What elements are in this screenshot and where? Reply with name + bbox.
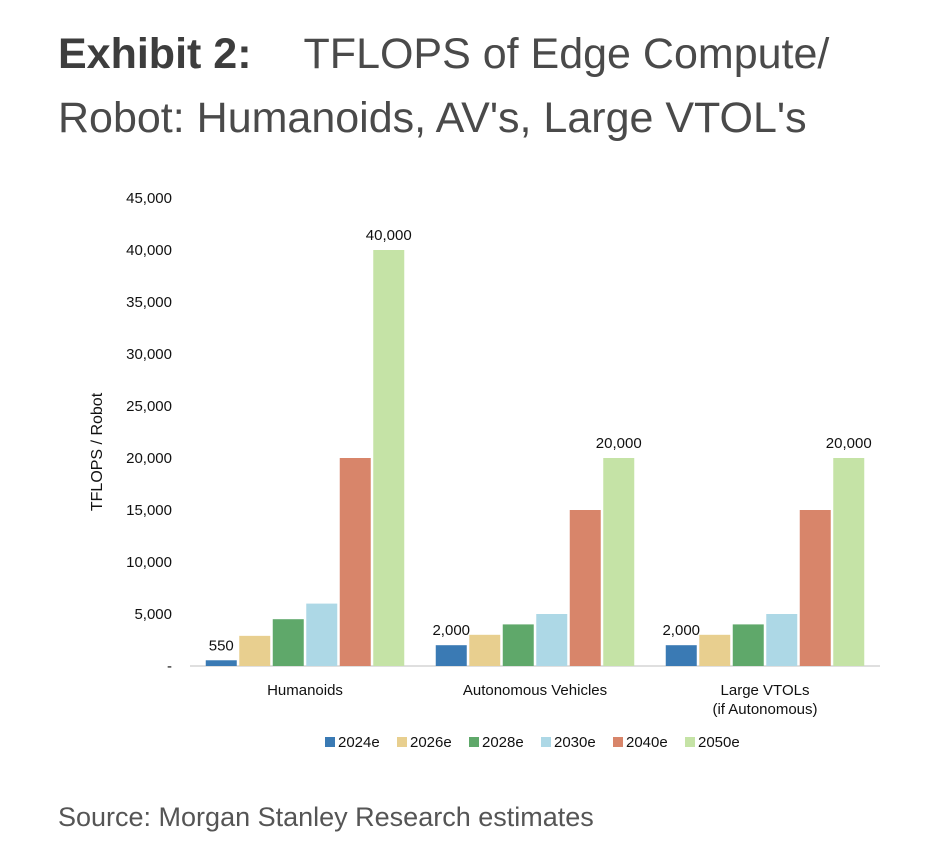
bar-2028e-1 — [502, 624, 534, 666]
legend-label-2028e: 2028e — [482, 734, 524, 751]
data-label: 40,000 — [366, 227, 412, 244]
legend-swatch-2028e — [469, 737, 479, 747]
legend-swatch-2030e — [541, 737, 551, 747]
bar-2028e-0 — [272, 619, 304, 666]
bar-chart: - 5,000 10,000 15,000 20,000 25,000 30,000 35,0… — [89, 190, 880, 751]
x-category-label: (if Autonomous) — [712, 701, 817, 718]
legend-label-2024e: 2024e — [338, 734, 380, 751]
bar-2024e-1 — [435, 645, 467, 666]
bar-2040e-0 — [339, 458, 371, 666]
chart-title: Exhibit 2: TFLOPS of Edge Compute/ Robot:… — [58, 22, 918, 150]
bar-2030e-0 — [306, 603, 338, 666]
source-note: Source: Morgan Stanley Research estimate… — [58, 802, 594, 832]
bar-2050e-1 — [603, 458, 635, 666]
legend-label-2026e: 2026e — [410, 734, 452, 751]
legend-label-2030e: 2030e — [554, 734, 596, 751]
x-category-label: Humanoids — [267, 682, 343, 699]
y-tick-label: 25,000 — [126, 398, 172, 415]
bar-2050e-0 — [373, 250, 405, 666]
bar-2026e-2 — [699, 634, 731, 666]
exhibit-label: Exhibit 2: — [58, 30, 252, 78]
data-label: 2,000 — [662, 622, 700, 639]
bar-2040e-2 — [799, 510, 831, 666]
data-label: 20,000 — [826, 435, 872, 452]
bar-2026e-1 — [469, 634, 501, 666]
y-tick-label: 15,000 — [126, 502, 172, 519]
bar-2040e-1 — [569, 510, 601, 666]
legend-label-2040e: 2040e — [626, 734, 668, 751]
bar-2030e-2 — [766, 614, 798, 666]
y-tick-label: 30,000 — [126, 346, 172, 363]
bar-2024e-2 — [665, 645, 697, 666]
y-tick-label: 35,000 — [126, 294, 172, 311]
y-tick-label: - — [167, 658, 172, 675]
y-axis-title: TFLOPS / Robot — [89, 392, 106, 511]
bar-2050e-2 — [833, 458, 865, 666]
x-category-label: Autonomous Vehicles — [463, 682, 607, 699]
legend-swatch-2024e — [325, 737, 335, 747]
legend-swatch-2050e — [685, 737, 695, 747]
legend-label-2050e: 2050e — [698, 734, 740, 751]
x-category-label: Large VTOLs — [721, 682, 810, 699]
bar-2024e-0 — [205, 660, 237, 666]
bar-2028e-2 — [732, 624, 764, 666]
title-line-1: Exhibit 2: TFLOPS of Edge Compute/ — [58, 22, 918, 86]
bar-2030e-1 — [536, 614, 568, 666]
legend-swatch-2026e — [397, 737, 407, 747]
y-tick-label: 40,000 — [126, 242, 172, 259]
y-tick-label: 5,000 — [134, 606, 172, 623]
data-label: 20,000 — [596, 435, 642, 452]
legend-swatch-2040e — [613, 737, 623, 747]
data-label: 550 — [209, 637, 234, 654]
y-tick-label: 20,000 — [126, 450, 172, 467]
y-tick-label: 10,000 — [126, 554, 172, 571]
y-tick-label: 45,000 — [126, 190, 172, 207]
bar-2026e-0 — [239, 635, 271, 666]
data-label: 2,000 — [432, 622, 470, 639]
title-text-1: TFLOPS of Edge Compute/ — [303, 30, 830, 78]
title-line-2: Robot: Humanoids, AV's, Large VTOL's — [58, 94, 807, 142]
